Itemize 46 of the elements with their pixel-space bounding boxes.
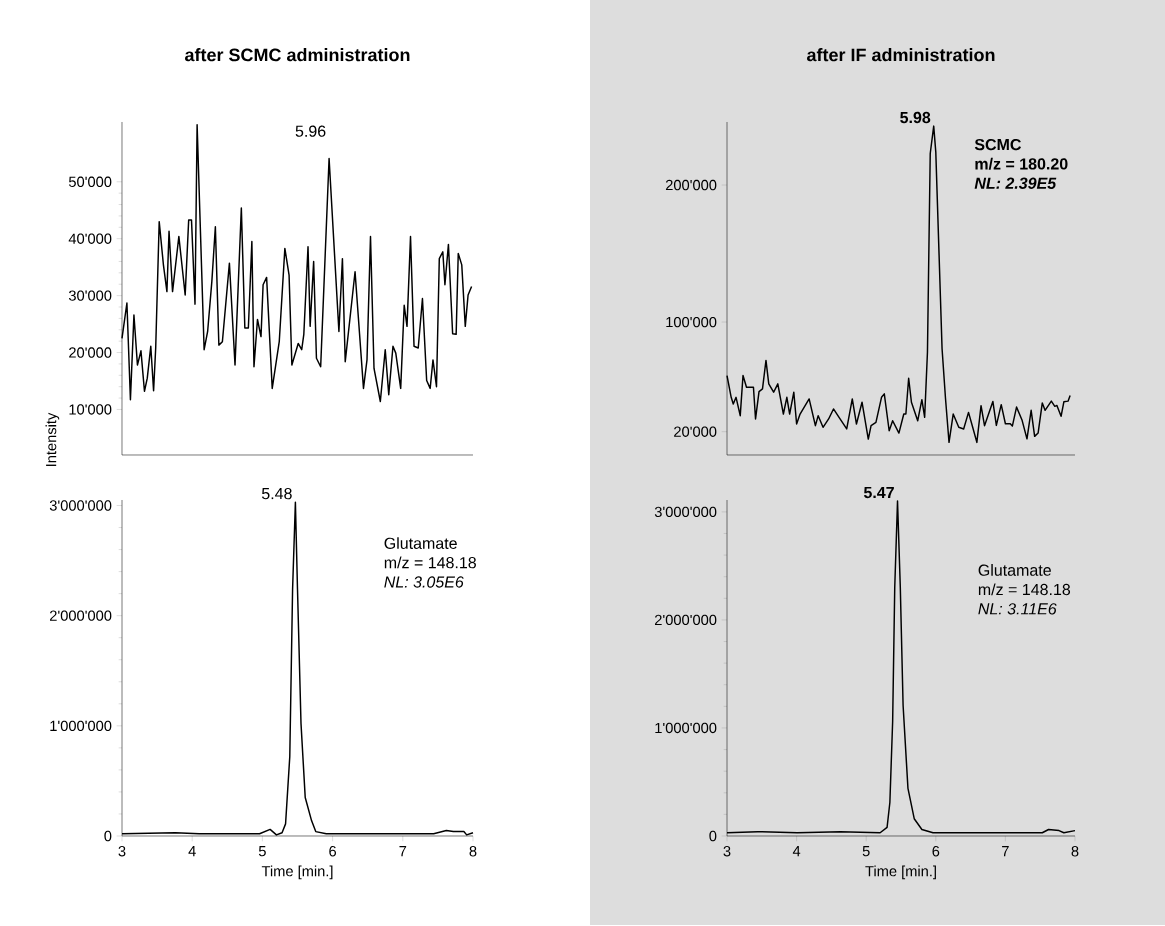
annotation: 5.96: [295, 125, 326, 137]
annotation: NL: 2.39E5: [974, 177, 1057, 189]
y-tick-label: 100'000: [666, 316, 717, 328]
y-tick-label: 20'000: [674, 426, 717, 437]
x-tick-label: 3: [118, 846, 126, 857]
annotation: Glutamate: [978, 564, 1051, 576]
x-tick-label: 6: [329, 846, 337, 857]
x-tick-label: 3: [723, 846, 731, 857]
annotation: m/z = 180.20: [975, 157, 1068, 170]
y-tick-label: 50'000: [68, 176, 112, 187]
annotation: m/z = 148.18: [978, 583, 1071, 596]
annotation: NL: 3.05E6: [384, 576, 464, 588]
x-tick-label: 7: [399, 846, 407, 857]
x-axis-title: Time [min.]: [865, 865, 936, 880]
y-tick-label: 2'000'000: [49, 610, 112, 621]
annotation: SCMC: [974, 138, 1022, 151]
chart-title: after IF administration: [807, 48, 995, 62]
chart-title: after SCMC administration: [185, 48, 410, 62]
y-tick-label: 3'000'000: [49, 500, 112, 511]
annotation: 5.98: [900, 111, 931, 124]
x-tick-label: 5: [258, 846, 266, 857]
x-tick-label: 7: [1002, 846, 1009, 857]
x-tick-label: 8: [469, 846, 477, 857]
x-tick-label: 6: [932, 846, 940, 857]
x-axis-title: Time [min.]: [261, 865, 333, 880]
y-tick-label: 2'000'000: [654, 614, 717, 626]
annotation: Glutamate: [384, 537, 457, 549]
y-tick-label: 200'000: [665, 179, 717, 191]
y-tick-label: 10'000: [69, 404, 112, 415]
annotation: m/z = 148.18: [384, 556, 476, 569]
y-tick-label: 0: [104, 830, 112, 842]
y-tick-label: 20'000: [69, 347, 112, 358]
y-tick-label: 1'000'000: [655, 722, 717, 734]
y-tick-label: 40'000: [68, 233, 112, 244]
y-tick-label: 30'000: [68, 290, 112, 301]
y-tick-label: 1'000'000: [50, 720, 112, 732]
annotation: 5.48: [261, 487, 292, 500]
y-tick-label: 0: [709, 830, 717, 842]
x-tick-label: 8: [1071, 846, 1079, 857]
annotation: NL: 3.11E6: [978, 603, 1057, 615]
y-tick-label: 3'000'000: [654, 506, 717, 518]
x-tick-label: 4: [792, 846, 801, 857]
x-tick-label: 4: [188, 846, 196, 857]
x-tick-label: 5: [862, 846, 870, 857]
annotation: 5.47: [863, 486, 894, 499]
y-axis-title: Intensity: [45, 412, 60, 466]
